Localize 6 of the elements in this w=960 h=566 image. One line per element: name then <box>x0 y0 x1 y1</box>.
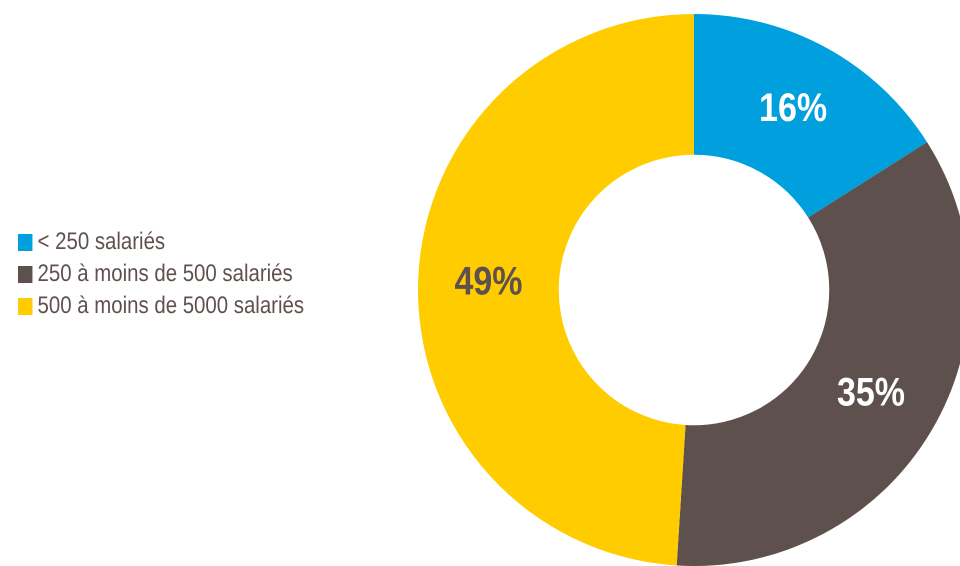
legend-label: 250 à moins de 500 salariés <box>38 259 293 289</box>
data-label: 49% <box>454 258 522 304</box>
data-label: 35% <box>836 369 906 414</box>
legend-label: 500 à moins de 5000 salariés <box>38 291 304 321</box>
legend-label: < 250 salariés <box>38 227 166 257</box>
data-label: 16% <box>759 84 828 130</box>
